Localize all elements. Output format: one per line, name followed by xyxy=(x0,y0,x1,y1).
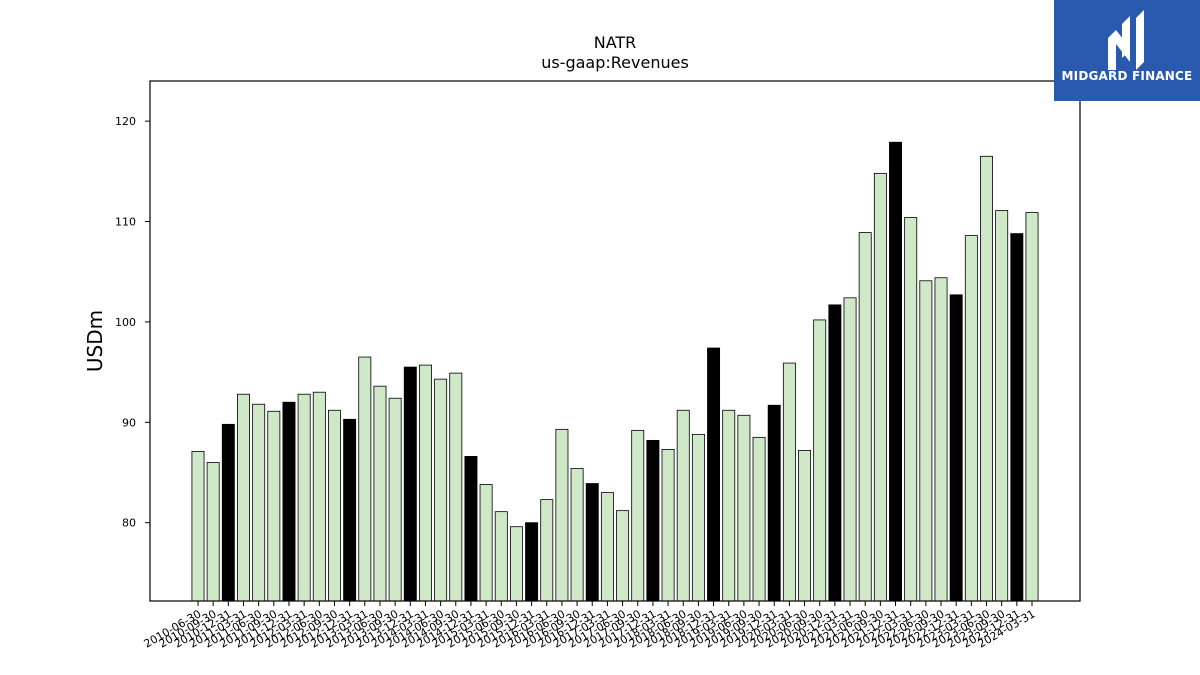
x-axis-ticks: 2010-06-302010-09-302010-12-312011-03-31… xyxy=(142,601,1038,651)
y-tick-label: 80 xyxy=(122,517,136,530)
bar-2022-06-30 xyxy=(919,280,933,602)
bar-2010-12-31 xyxy=(221,423,235,602)
bar-2014-09-30 xyxy=(449,372,463,602)
bar-2023-09-30 xyxy=(995,210,1009,602)
bar-2023-12-31 xyxy=(1010,233,1024,602)
y-tick-label: 120 xyxy=(115,115,136,128)
bar-2020-06-30 xyxy=(798,450,812,602)
bar-2011-12-31 xyxy=(282,401,296,602)
bar-2018-03-31 xyxy=(661,449,675,602)
y-tick-label: 90 xyxy=(122,416,136,429)
bar-2013-06-30 xyxy=(373,385,387,602)
bar-2016-09-30 xyxy=(570,468,584,602)
bar-2015-06-30 xyxy=(494,511,508,602)
bar-2020-03-31 xyxy=(782,362,796,602)
bar-2015-03-31 xyxy=(479,484,493,602)
bar-2017-09-30 xyxy=(631,429,645,602)
bar-2011-09-30 xyxy=(267,410,281,602)
bar-2020-09-30 xyxy=(813,319,827,602)
midgard-finance-logo: MIDGARD FINANCE xyxy=(1054,0,1200,101)
bar-2014-03-31 xyxy=(418,364,432,602)
bar-2023-03-31 xyxy=(964,235,978,602)
bar-2015-12-31 xyxy=(525,522,539,602)
bar-2012-12-31 xyxy=(343,418,357,602)
bar-2019-06-30 xyxy=(737,414,751,602)
bar-2020-12-31 xyxy=(828,304,842,602)
bar-2018-12-31 xyxy=(707,347,721,602)
bar-2019-09-30 xyxy=(752,436,766,602)
bar-2021-06-30 xyxy=(858,232,872,602)
logo-text: MIDGARD FINANCE xyxy=(1061,69,1193,83)
bar-2013-03-31 xyxy=(358,356,372,602)
bar-2018-09-30 xyxy=(691,433,705,602)
y-axis-label: USDm xyxy=(83,310,107,372)
bar-2013-09-30 xyxy=(388,397,402,602)
bar-2017-12-31 xyxy=(646,439,660,602)
bar-2012-06-30 xyxy=(312,391,326,602)
bar-2024-03-31 xyxy=(1025,212,1039,602)
bar-2022-03-31 xyxy=(904,217,918,602)
bar-2021-03-31 xyxy=(843,297,857,602)
bar-2013-12-31 xyxy=(403,366,417,602)
bar-2016-06-30 xyxy=(555,428,569,602)
y-axis-ticks: 80 90 100 110 120 xyxy=(115,115,150,530)
bar-2022-12-31 xyxy=(949,294,963,602)
bar-2012-09-30 xyxy=(328,409,341,602)
y-tick-label: 110 xyxy=(115,216,136,229)
bar-2011-06-30 xyxy=(252,403,266,602)
plot-frame xyxy=(149,80,1081,602)
bar-2011-03-31 xyxy=(237,393,250,602)
bar-2017-06-30 xyxy=(616,510,630,602)
bar-2010-06-30 xyxy=(191,451,205,602)
midgard-logo-mark-icon xyxy=(1108,10,1144,70)
bar-2019-03-31 xyxy=(722,409,736,602)
y-tick-label: 100 xyxy=(115,316,136,329)
bar-2016-12-31 xyxy=(585,483,599,602)
bar-2019-12-31 xyxy=(767,404,781,602)
bar-series xyxy=(191,141,1039,602)
bar-2022-09-30 xyxy=(934,277,948,602)
chart-subtitle: us-gaap:Revenues xyxy=(541,53,689,72)
bar-2015-09-30 xyxy=(509,526,523,602)
bar-2021-09-30 xyxy=(873,172,887,602)
bar-2012-03-31 xyxy=(297,393,311,602)
bar-2014-06-30 xyxy=(434,378,448,602)
bar-2010-09-30 xyxy=(206,462,220,602)
bar-2021-12-31 xyxy=(889,141,902,602)
bar-2018-06-30 xyxy=(676,409,690,602)
bar-2014-12-31 xyxy=(464,456,478,602)
chart-title: NATR xyxy=(594,33,637,52)
bar-2023-06-30 xyxy=(980,155,993,602)
bar-2017-03-31 xyxy=(600,492,614,602)
bar-2016-03-31 xyxy=(540,499,554,602)
